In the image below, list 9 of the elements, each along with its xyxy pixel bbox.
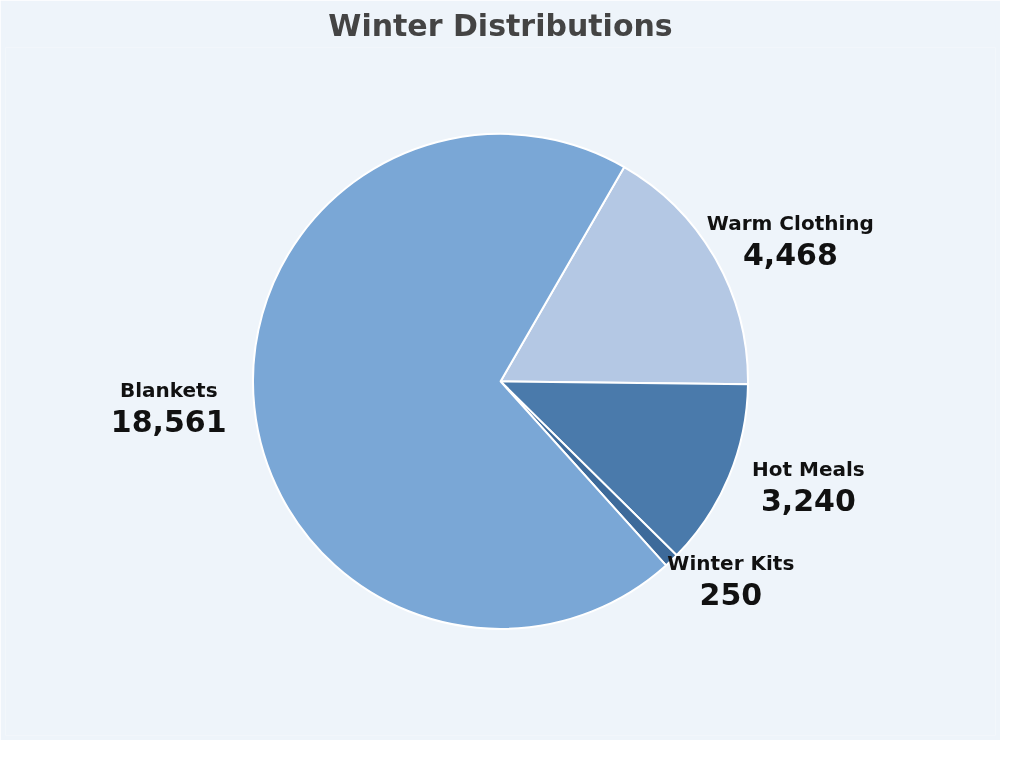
slice-label: Winter Kits: [667, 551, 795, 576]
slice-label: Hot Meals: [752, 456, 865, 481]
data-label: 250: [699, 577, 763, 613]
data-label: 18,561: [110, 404, 227, 440]
slice-label: Blankets: [119, 378, 218, 403]
chart-title: Winter Distributions: [328, 7, 673, 43]
data-label: 3,240: [760, 482, 856, 518]
data-label: 4,468: [742, 237, 838, 273]
slice-label: Warm Clothing: [706, 211, 874, 236]
